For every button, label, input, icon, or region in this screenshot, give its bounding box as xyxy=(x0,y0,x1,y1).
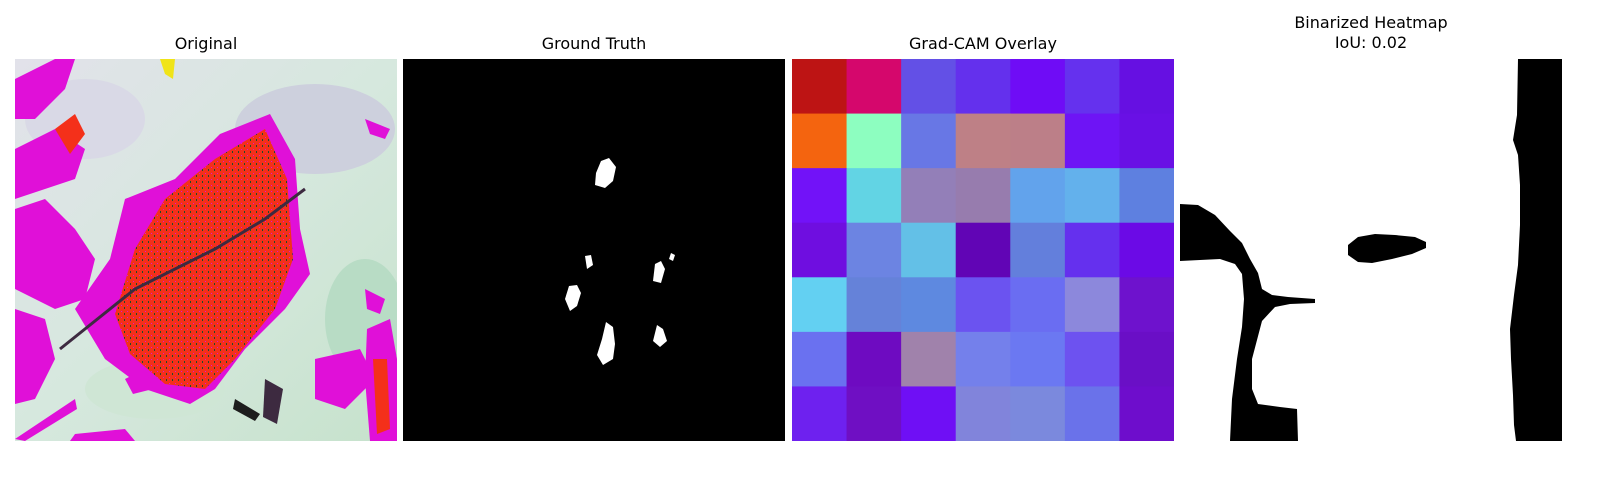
panel-gradcam-overlay: Grad-CAM Overlay xyxy=(792,0,1174,500)
gradcam-cell xyxy=(1064,113,1120,169)
gradcam-cell xyxy=(846,168,902,224)
gradcam-cell xyxy=(901,168,957,224)
gradcam-cell xyxy=(1119,59,1174,115)
gradcam-cell xyxy=(1010,331,1066,387)
gradcam-cell xyxy=(792,386,848,441)
gradcam-cell xyxy=(846,222,902,278)
gradcam-overlay-image xyxy=(792,59,1174,441)
gradcam-cell xyxy=(1064,222,1120,278)
gradcam-cell xyxy=(955,222,1011,278)
gradcam-cell xyxy=(1119,386,1174,441)
panel-title-binarized: Binarized Heatmap xyxy=(1294,13,1448,32)
gradcam-cell xyxy=(1119,168,1174,224)
gradcam-cell xyxy=(901,59,957,115)
gradcam-cell xyxy=(1064,59,1120,115)
gradcam-cell xyxy=(1119,331,1174,387)
gradcam-cell xyxy=(792,222,848,278)
ground-truth-mask xyxy=(403,59,785,441)
gradcam-cell xyxy=(901,277,957,333)
gradcam-cell xyxy=(792,59,848,115)
gradcam-cell xyxy=(1119,277,1174,333)
gradcam-cell xyxy=(901,222,957,278)
gradcam-cell xyxy=(1010,386,1066,441)
gradcam-cell xyxy=(792,113,848,169)
gradcam-cell xyxy=(846,113,902,169)
gradcam-cell xyxy=(792,168,848,224)
panel-subtitle-iou: IoU: 0.02 xyxy=(1334,33,1408,52)
gradcam-cell xyxy=(1010,222,1066,278)
gradcam-cell xyxy=(955,168,1011,224)
gradcam-cell xyxy=(846,59,902,115)
gradcam-cell xyxy=(1064,331,1120,387)
gradcam-cell xyxy=(792,331,848,387)
gradcam-cell xyxy=(1119,222,1174,278)
gradcam-cell xyxy=(955,113,1011,169)
gradcam-cell xyxy=(1064,386,1120,441)
gradcam-cell xyxy=(901,386,957,441)
gradcam-cell xyxy=(792,277,848,333)
panel-title-gradcam: Grad-CAM Overlay xyxy=(909,34,1057,53)
gradcam-cell xyxy=(955,331,1011,387)
binarized-heatmap-image xyxy=(1180,59,1562,441)
gradcam-cell xyxy=(846,277,902,333)
gradcam-cell xyxy=(955,386,1011,441)
gradcam-cell xyxy=(955,59,1011,115)
panel-ground-truth: Ground Truth xyxy=(403,0,785,500)
gradcam-cell xyxy=(1010,59,1066,115)
gradcam-cell xyxy=(1010,277,1066,333)
gradcam-cell xyxy=(901,113,957,169)
gradcam-cell xyxy=(1119,113,1174,169)
gradcam-cell xyxy=(1010,168,1066,224)
gradcam-grid xyxy=(792,59,1174,441)
gradcam-cell xyxy=(1064,168,1120,224)
gradcam-cell xyxy=(846,331,902,387)
gradcam-cell xyxy=(1010,113,1066,169)
panel-original: Original xyxy=(15,0,397,500)
original-image xyxy=(15,59,397,441)
panel-binarized-heatmap: Binarized Heatmap IoU: 0.02 xyxy=(1180,0,1562,500)
gradcam-cell xyxy=(1064,277,1120,333)
gradcam-cell xyxy=(955,277,1011,333)
gradcam-cell xyxy=(846,386,902,441)
panel-title-ground-truth: Ground Truth xyxy=(541,34,647,53)
gradcam-cell xyxy=(901,331,957,387)
panel-title-original: Original xyxy=(174,34,238,53)
